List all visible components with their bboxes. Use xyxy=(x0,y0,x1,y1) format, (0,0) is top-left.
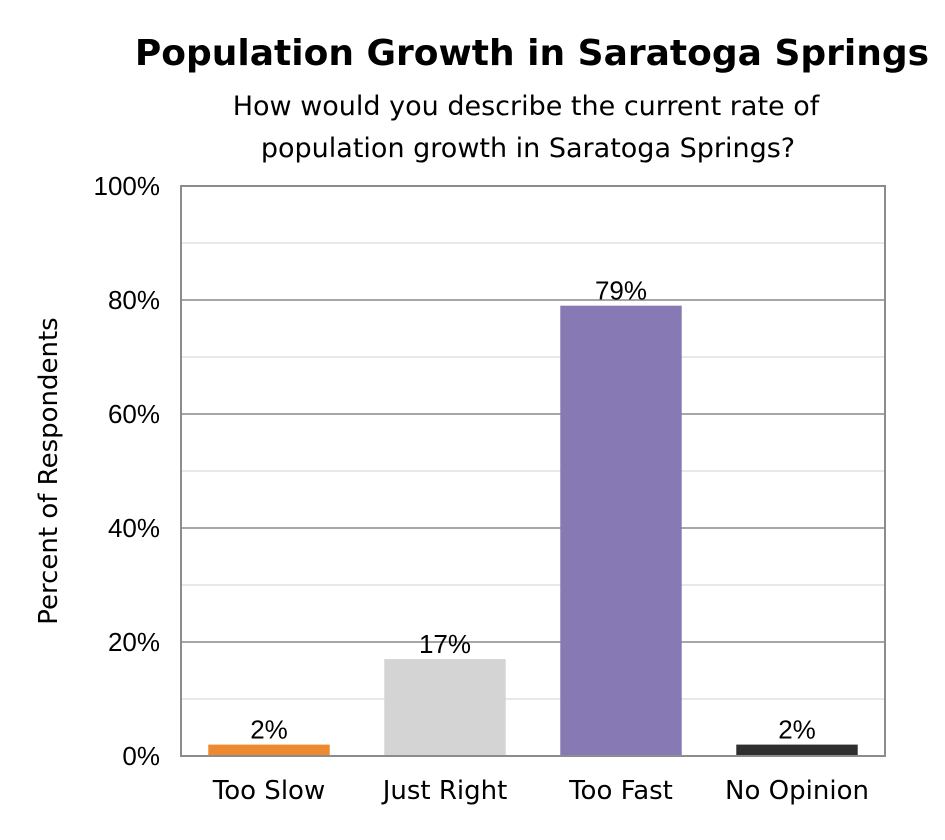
y-tick-label: 20% xyxy=(108,627,160,657)
data-label: 79% xyxy=(595,276,647,306)
y-tick-labels: 0% 20% 40% 60% 80% 100% xyxy=(94,171,161,771)
y-tick-label: 100% xyxy=(94,171,161,201)
x-tick-label: Too Slow xyxy=(212,776,325,806)
y-tick-label: 80% xyxy=(108,285,160,315)
major-gridlines xyxy=(181,299,885,643)
bar-no-opinion xyxy=(736,744,858,756)
bar-too-fast xyxy=(560,305,682,756)
y-tick-label: 0% xyxy=(122,741,160,771)
y-tick-label: 40% xyxy=(108,513,160,543)
bar-just-right xyxy=(384,659,506,756)
y-tick-label: 60% xyxy=(108,399,160,429)
y-axis-label: Percent of Respondents xyxy=(34,317,64,624)
minor-gridlines xyxy=(181,242,885,700)
x-tick-label: Just Right xyxy=(381,776,508,806)
data-label: 2% xyxy=(250,715,288,745)
chart-subtitle-line-2: population growth in Saratoga Springs? xyxy=(261,133,795,164)
data-label: 17% xyxy=(419,629,471,659)
bars xyxy=(208,305,858,756)
chart-title: Population Growth in Saratoga Springs xyxy=(135,33,929,74)
data-labels: 2% 17% 79% 2% xyxy=(250,276,816,745)
data-label: 2% xyxy=(778,715,816,745)
plot-frame xyxy=(180,185,886,757)
bar-too-slow xyxy=(208,744,330,756)
x-tick-labels: Too Slow Just Right Too Fast No Opinion xyxy=(212,776,869,806)
chart-subtitle-line-1: How would you describe the current rate … xyxy=(233,91,821,122)
x-tick-label: No Opinion xyxy=(725,776,869,806)
x-tick-label: Too Fast xyxy=(568,776,673,806)
